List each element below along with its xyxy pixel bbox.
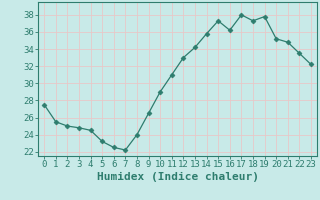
X-axis label: Humidex (Indice chaleur): Humidex (Indice chaleur) [97,172,259,182]
